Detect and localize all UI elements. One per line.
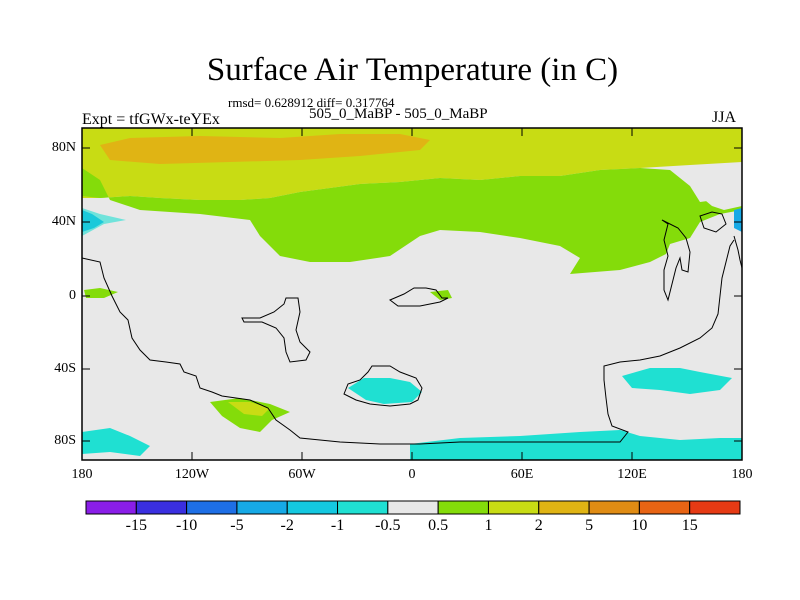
comparison-label: 505_0_MaBP - 505_0_MaBP (309, 106, 488, 122)
colorbar-swatch (186, 500, 238, 515)
east-blue-patch (734, 208, 742, 232)
x-tick-label: 60E (510, 467, 534, 482)
northeast-neutral (696, 166, 742, 210)
south-indian-cyan (622, 368, 732, 394)
colorbar-label: 0.5 (428, 517, 449, 534)
coastlines (81, 211, 743, 445)
plot-title: Surface Air Temperature (in C) (206, 52, 619, 88)
experiment-label: Expt = tfGWx-teYEx (82, 111, 220, 128)
south-pacific-yellow (228, 402, 270, 416)
colorbar-swatch (236, 500, 288, 515)
y-tick-label: 40S (54, 361, 76, 376)
y-tick-label: 80S (54, 433, 76, 448)
colorbar-label: 15 (681, 517, 698, 534)
colorbar-swatch (437, 500, 489, 515)
colorbar-label: -5 (230, 517, 244, 534)
colorbar-swatch (487, 500, 540, 515)
y-tick-label: 80N (51, 140, 76, 155)
antarctic-west-cyan (82, 428, 150, 456)
colorbar-swatch (387, 500, 439, 515)
y-tick-marks (82, 147, 742, 442)
stats-text: rmsd= 0.628912 diff= 0.317764 (228, 95, 395, 110)
colorbar-label: -15 (125, 517, 147, 534)
north-band-green (82, 168, 742, 274)
colorbar-label: -0.5 (375, 517, 401, 534)
colorbar-swatch (588, 500, 640, 515)
colorbar-label: 5 (585, 517, 594, 534)
colorbar-swatch (689, 500, 741, 515)
colorbar (85, 500, 741, 515)
y-tick-label: 40N (51, 214, 76, 229)
x-tick-label: 180 (71, 467, 93, 482)
colorbar-label: 1 (484, 517, 493, 534)
colorbar-label: -2 (280, 517, 294, 534)
antarctic-cyan-band (410, 430, 742, 460)
y-tick-label: 0 (69, 288, 76, 303)
x-tick-label: 120W (174, 467, 210, 482)
x-tick-marks (81, 128, 743, 460)
season-label: JJA (712, 109, 737, 126)
colorbar-label: 10 (631, 517, 648, 534)
colorbar-label: 2 (534, 517, 543, 534)
south-pacific-green (210, 398, 290, 432)
colorbar-swatch (135, 500, 188, 515)
colorbar-label: -10 (175, 517, 198, 534)
colorbar-swatch (337, 500, 389, 515)
x-tick-label: 180 (731, 467, 753, 482)
north-orange-strip (100, 134, 430, 164)
x-tick-label: 120E (617, 467, 647, 482)
colorbar-label: -1 (330, 517, 345, 534)
west-cyan-tongue (82, 208, 126, 236)
colorbar-swatch (538, 500, 590, 515)
colorbar-swatch (85, 500, 137, 515)
colorbar-swatch (638, 500, 691, 515)
x-tick-label: 0 (408, 467, 416, 482)
x-tick-label: 60W (288, 467, 316, 482)
colorbar-swatch (286, 500, 339, 515)
south-atlantic-cyan (348, 378, 422, 404)
